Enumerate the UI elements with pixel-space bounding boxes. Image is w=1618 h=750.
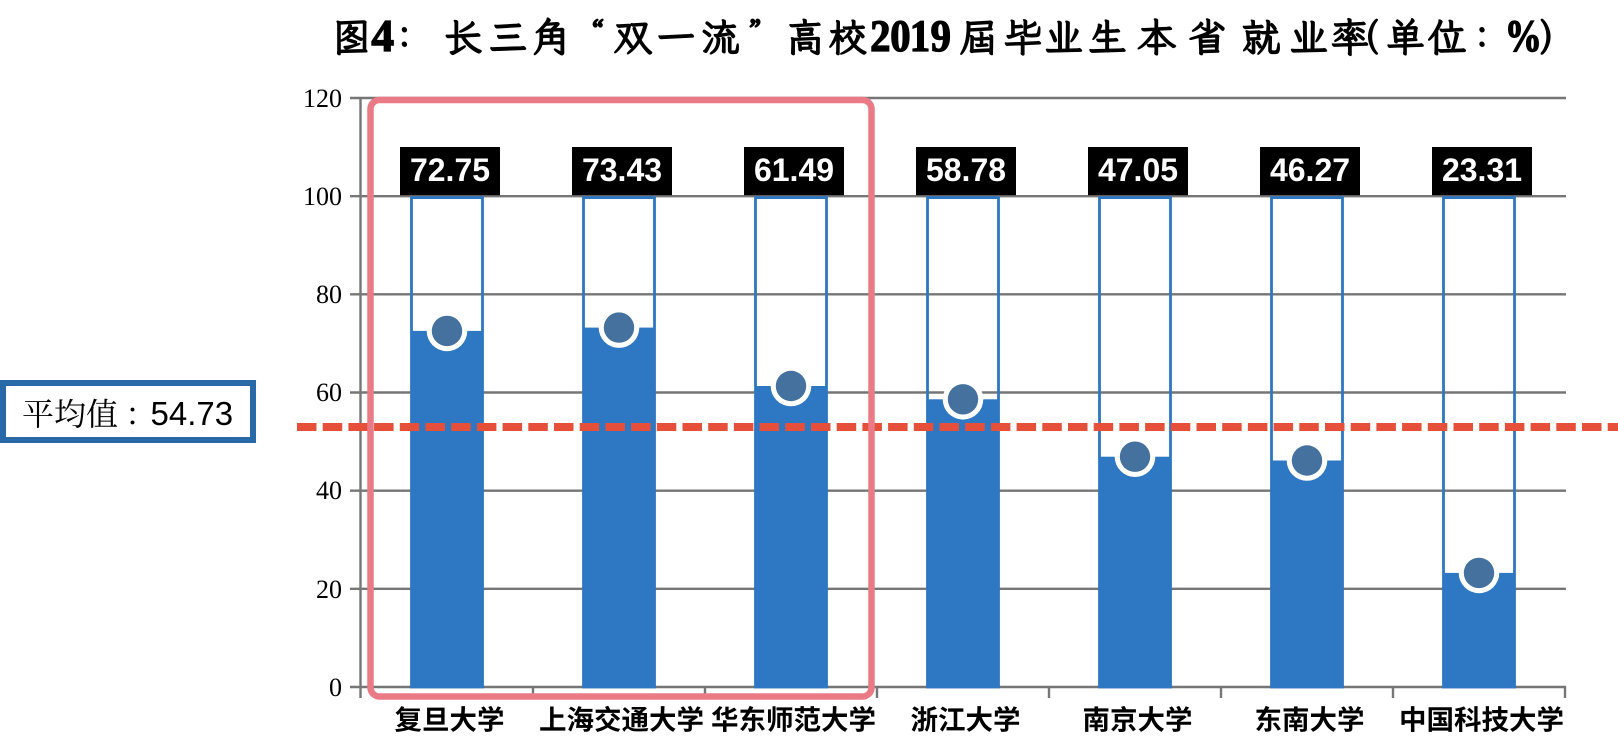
svg-text:46.27: 46.27 — [1270, 152, 1350, 188]
svg-text:61.49: 61.49 — [754, 152, 834, 188]
svg-text:0: 0 — [329, 673, 342, 702]
svg-text:80: 80 — [316, 280, 342, 309]
svg-text:120: 120 — [303, 84, 342, 113]
svg-text:60: 60 — [316, 378, 342, 407]
svg-text:47.05: 47.05 — [1098, 152, 1178, 188]
svg-text:73.43: 73.43 — [582, 152, 662, 188]
svg-text:100: 100 — [303, 182, 342, 211]
svg-text:58.78: 58.78 — [926, 152, 1006, 188]
svg-text:23.31: 23.31 — [1442, 152, 1522, 188]
svg-text:40: 40 — [316, 476, 342, 505]
svg-text:20: 20 — [316, 575, 342, 604]
svg-text:72.75: 72.75 — [410, 152, 490, 188]
svg-text:54.73: 54.73 — [151, 395, 234, 432]
